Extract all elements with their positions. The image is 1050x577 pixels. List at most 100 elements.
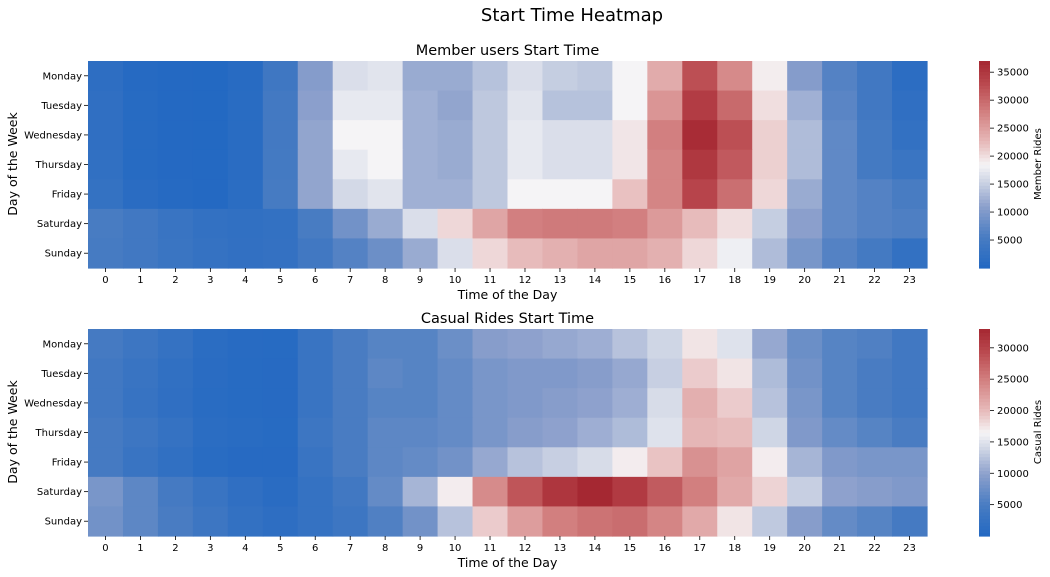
member-cell	[122, 90, 159, 121]
member-cell	[612, 208, 648, 240]
casual-x-tick-label: 22	[868, 543, 881, 554]
member-colorbar-tick-label: 10000	[997, 208, 1029, 219]
member-cell	[122, 149, 159, 180]
casual-cell	[297, 358, 334, 389]
casual-cell	[857, 358, 893, 389]
casual-cell	[437, 358, 474, 389]
casual-y-tick-label: Thursday	[35, 428, 83, 439]
casual-cell	[262, 476, 299, 508]
casual-cell	[122, 358, 159, 389]
casual-cell	[262, 358, 299, 389]
casual-cell	[227, 329, 264, 360]
casual-cell	[88, 358, 124, 389]
casual-cell	[88, 417, 124, 448]
member-cell	[717, 208, 753, 240]
member-colorbar-segment	[979, 61, 990, 66]
member-colorbar-segment	[979, 250, 990, 255]
casual-colorbar-segment	[979, 487, 990, 492]
member-colorbar-tick-label: 20000	[997, 152, 1029, 163]
member-cell	[577, 149, 613, 180]
member-x-tick-label: 7	[347, 275, 353, 286]
member-cell	[157, 120, 194, 151]
casual-cell	[647, 476, 683, 508]
casual-cell	[192, 358, 229, 389]
casual-cell	[892, 447, 928, 478]
casual-cell	[717, 506, 753, 537]
member-colorbar-segment	[979, 167, 990, 172]
member-cell	[262, 179, 299, 210]
member-cell	[192, 149, 229, 180]
casual-colorbar-segment	[979, 411, 990, 416]
member-cell	[542, 90, 579, 121]
member-cell	[402, 120, 439, 151]
casual-cell	[647, 329, 683, 360]
member-x-tick-label: 19	[763, 275, 776, 286]
member-cell	[857, 149, 893, 180]
casual-colorbar-segment	[979, 360, 990, 365]
member-x-tick-label: 23	[903, 275, 916, 286]
member-cell	[88, 238, 124, 269]
casual-x-tick-label: 5	[277, 543, 283, 554]
casual-cell	[192, 506, 229, 537]
member-cell	[297, 208, 334, 240]
casual-cell	[682, 506, 718, 537]
casual-cell	[402, 476, 439, 508]
casual-cell	[542, 417, 579, 448]
member-cell	[822, 120, 858, 151]
casual-colorbar-segment	[979, 380, 990, 385]
member-y-tick-label: Wednesday	[24, 130, 82, 141]
casual-x-tick-label: 7	[347, 543, 353, 554]
casual-colorbar-segment	[979, 401, 990, 406]
casual-colorbar-segment	[979, 504, 990, 509]
casual-colorbar-segment	[979, 456, 990, 461]
casual-cell	[332, 388, 369, 419]
casual-cell	[332, 506, 369, 537]
member-cell	[157, 90, 194, 121]
casual-cell	[192, 329, 229, 360]
member-cell	[787, 90, 823, 121]
casual-colorbar-segment	[979, 394, 990, 399]
casual-cell	[367, 476, 404, 508]
member-cell	[192, 208, 229, 240]
member-y-tick-label: Sunday	[45, 249, 82, 260]
casual-cell	[227, 358, 264, 389]
member-cell	[892, 238, 928, 269]
casual-colorbar-segment	[979, 435, 990, 440]
member-cell	[577, 90, 613, 121]
casual-cell	[367, 358, 404, 389]
member-cell	[507, 61, 544, 92]
member-cell	[227, 179, 264, 210]
member-x-tick-label: 2	[172, 275, 178, 286]
member-cell	[437, 179, 474, 210]
member-heatmap-panel: Member users Start Time 0 1 2 3 4 5 6 7 8 9 10 11 12…	[5, 43, 1044, 302]
casual-colorbar-tick-label: 25000	[997, 375, 1029, 386]
member-cell	[227, 120, 264, 151]
member-colorbar-segment	[979, 171, 990, 176]
member-colorbar-segment	[979, 243, 990, 248]
member-y-tick-label: Saturday	[37, 219, 82, 230]
casual-colorbar-segment	[979, 342, 990, 347]
member-cell	[612, 179, 648, 210]
member-colorbar-segment	[979, 188, 990, 193]
casual-colorbar-segment	[979, 398, 990, 403]
casual-cell	[612, 476, 648, 508]
casual-cell	[892, 476, 928, 508]
member-colorbar-tick-label: 30000	[997, 96, 1029, 107]
member-cell	[577, 179, 613, 210]
member-cell	[157, 238, 194, 269]
casual-colorbar-segment	[979, 532, 990, 537]
member-cell	[472, 149, 509, 180]
member-colorbar-segment	[979, 88, 990, 93]
casual-cell	[157, 417, 194, 448]
member-cell	[367, 120, 404, 151]
casual-cell	[157, 447, 194, 478]
member-cell	[297, 61, 334, 92]
member-cell	[507, 149, 544, 180]
casual-cell	[647, 506, 683, 537]
casual-colorbar-segment	[979, 501, 990, 506]
casual-x-tick-label: 14	[589, 543, 602, 554]
member-x-tick-label: 5	[277, 275, 283, 286]
member-cell	[332, 208, 369, 240]
casual-colorbar-segment	[979, 511, 990, 516]
member-cell	[752, 120, 788, 151]
